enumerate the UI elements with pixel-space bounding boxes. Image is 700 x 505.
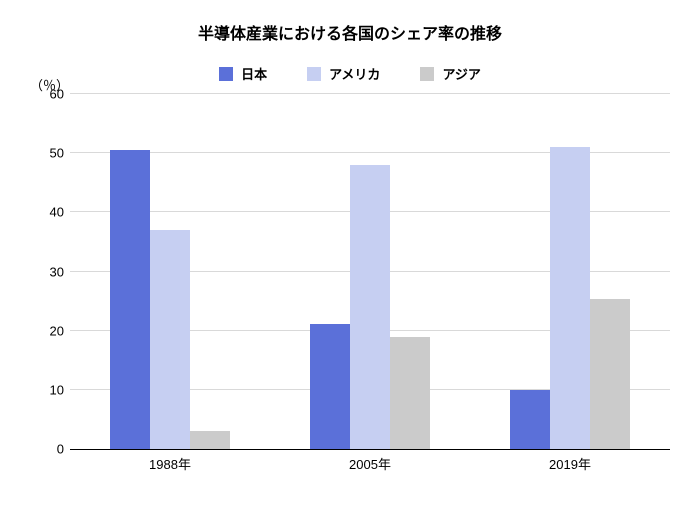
y-tick-label: 30	[42, 264, 64, 279]
bar	[350, 165, 390, 449]
y-tick-label: 50	[42, 146, 64, 161]
bar	[390, 337, 430, 449]
x-tick-label: 2005年	[349, 454, 391, 473]
y-tick-label: 10	[42, 382, 64, 397]
legend-label: アメリカ	[329, 64, 380, 83]
legend: 日本 アメリカ アジア	[0, 64, 700, 83]
chart-container: 半導体産業における各国のシェア率の推移 日本 アメリカ アジア （％） 0102…	[0, 0, 700, 505]
legend-swatch-america	[307, 67, 321, 81]
legend-swatch-japan	[219, 67, 233, 81]
bar-group: 2005年	[270, 95, 470, 449]
bar-group: 2019年	[470, 95, 670, 449]
bar	[310, 324, 350, 449]
legend-item: アメリカ	[307, 64, 380, 83]
plot-area: 0102030405060 1988年2005年2019年	[70, 95, 670, 450]
bar	[550, 147, 590, 449]
y-tick-label: 20	[42, 323, 64, 338]
y-tick-label: 0	[42, 442, 64, 457]
bar	[510, 390, 550, 449]
chart-title: 半導体産業における各国のシェア率の推移	[0, 0, 700, 44]
legend-label: 日本	[241, 64, 267, 83]
legend-swatch-asia	[420, 67, 434, 81]
bar-group: 1988年	[70, 95, 270, 449]
bar	[110, 150, 150, 449]
legend-label: アジア	[442, 64, 480, 83]
y-tick-label: 40	[42, 205, 64, 220]
gridline	[70, 93, 670, 94]
x-tick-label: 2019年	[549, 454, 591, 473]
bar	[590, 299, 630, 449]
legend-item: アジア	[420, 64, 480, 83]
bar-groups: 1988年2005年2019年	[70, 95, 670, 449]
bar	[150, 230, 190, 449]
x-tick-label: 1988年	[149, 454, 191, 473]
legend-item: 日本	[219, 64, 267, 83]
y-tick-label: 60	[42, 87, 64, 102]
bar	[190, 431, 230, 449]
